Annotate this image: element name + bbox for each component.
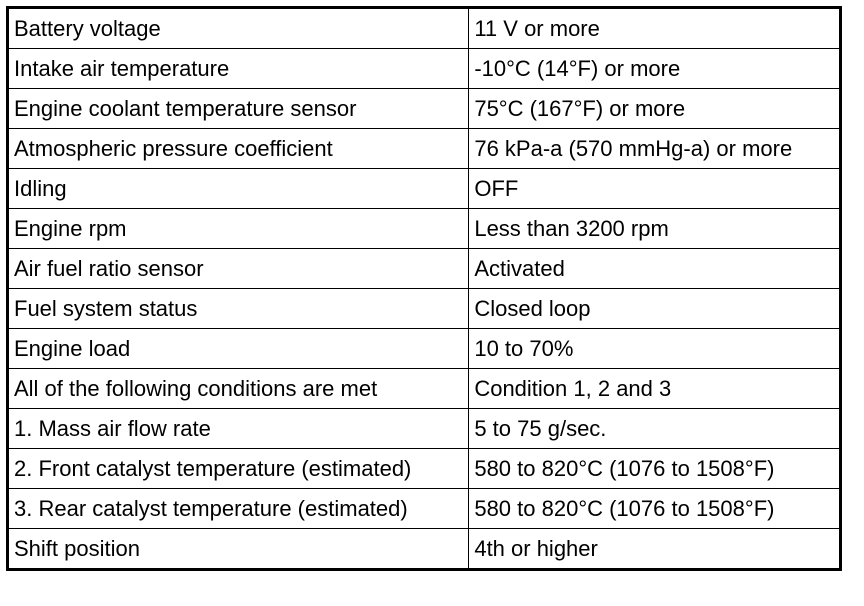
table-row: Atmospheric pressure coefficient 76 kPa-… [6,128,841,169]
condition-value: 580 to 820°C (1076 to 1508°F) [468,448,841,489]
condition-item: Engine load [6,328,470,369]
condition-value: 11 V or more [468,7,841,49]
table-row: 1. Mass air flow rate 5 to 75 g/sec. [6,408,841,449]
table-row: Intake air temperature -10°C (14°F) or m… [6,48,841,89]
condition-item: Battery voltage [6,7,470,49]
condition-value: 580 to 820°C (1076 to 1508°F) [468,488,841,529]
condition-item: Intake air temperature [6,48,470,89]
condition-value: Less than 3200 rpm [468,208,841,249]
condition-item: Fuel system status [6,288,470,329]
table-row: 2. Front catalyst temperature (estimated… [6,448,841,489]
condition-item: 1. Mass air flow rate [6,408,470,449]
table-row: Engine coolant temperature sensor 75°C (… [6,88,841,129]
condition-value: 10 to 70% [468,328,841,369]
table-row: Fuel system status Closed loop [6,288,841,329]
table-row: Idling OFF [6,168,841,209]
condition-value: 76 kPa-a (570 mmHg-a) or more [468,128,841,169]
conditions-table-body: Battery voltage 11 V or more Intake air … [6,7,841,570]
condition-item: Engine rpm [6,208,470,249]
condition-item: Idling [6,168,470,209]
condition-item: Air fuel ratio sensor [6,248,470,289]
table-row: Air fuel ratio sensor Activated [6,248,841,289]
condition-value: Condition 1, 2 and 3 [468,368,841,409]
condition-item: Atmospheric pressure coefficient [6,128,470,169]
condition-value: Activated [468,248,841,289]
conditions-table: Battery voltage 11 V or more Intake air … [6,6,842,571]
table-row: Engine rpm Less than 3200 rpm [6,208,841,249]
table-row: Shift position 4th or higher [6,528,841,570]
condition-value: 4th or higher [468,528,841,570]
table-row: All of the following conditions are met … [6,368,841,409]
table-row: Engine load 10 to 70% [6,328,841,369]
condition-item: 2. Front catalyst temperature (estimated… [6,448,470,489]
condition-value: Closed loop [468,288,841,329]
condition-item: Shift position [6,528,470,570]
condition-value: -10°C (14°F) or more [468,48,841,89]
condition-value: 5 to 75 g/sec. [468,408,841,449]
condition-value: OFF [468,168,841,209]
condition-item: 3. Rear catalyst temperature (estimated) [6,488,470,529]
table-row: 3. Rear catalyst temperature (estimated)… [6,488,841,529]
condition-value: 75°C (167°F) or more [468,88,841,129]
condition-item: All of the following conditions are met [6,368,470,409]
table-row: Battery voltage 11 V or more [6,7,841,49]
condition-item: Engine coolant temperature sensor [6,88,470,129]
